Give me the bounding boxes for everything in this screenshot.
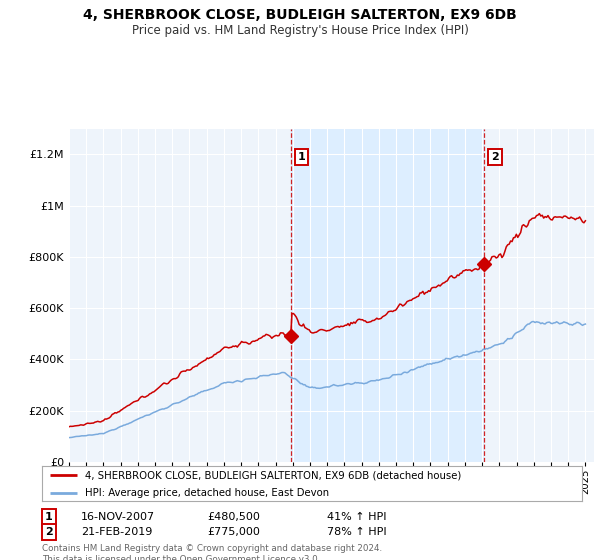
Bar — [291, 129, 484, 462]
Text: 1: 1 — [45, 512, 53, 522]
Text: 21-FEB-2019: 21-FEB-2019 — [81, 527, 152, 537]
Text: Contains HM Land Registry data © Crown copyright and database right 2024.
This d: Contains HM Land Registry data © Crown c… — [42, 544, 382, 560]
Text: HPI: Average price, detached house, East Devon: HPI: Average price, detached house, East… — [85, 488, 329, 497]
Text: £775,000: £775,000 — [207, 527, 260, 537]
Text: 2: 2 — [45, 527, 53, 537]
Text: 1: 1 — [298, 152, 305, 162]
Text: £480,500: £480,500 — [207, 512, 260, 522]
Text: 4, SHERBROOK CLOSE, BUDLEIGH SALTERTON, EX9 6DB: 4, SHERBROOK CLOSE, BUDLEIGH SALTERTON, … — [83, 8, 517, 22]
Text: 41% ↑ HPI: 41% ↑ HPI — [327, 512, 386, 522]
Text: 2: 2 — [491, 152, 499, 162]
Text: 16-NOV-2007: 16-NOV-2007 — [81, 512, 155, 522]
Text: Price paid vs. HM Land Registry's House Price Index (HPI): Price paid vs. HM Land Registry's House … — [131, 24, 469, 36]
Text: 4, SHERBROOK CLOSE, BUDLEIGH SALTERTON, EX9 6DB (detached house): 4, SHERBROOK CLOSE, BUDLEIGH SALTERTON, … — [85, 470, 461, 480]
Text: 78% ↑ HPI: 78% ↑ HPI — [327, 527, 386, 537]
